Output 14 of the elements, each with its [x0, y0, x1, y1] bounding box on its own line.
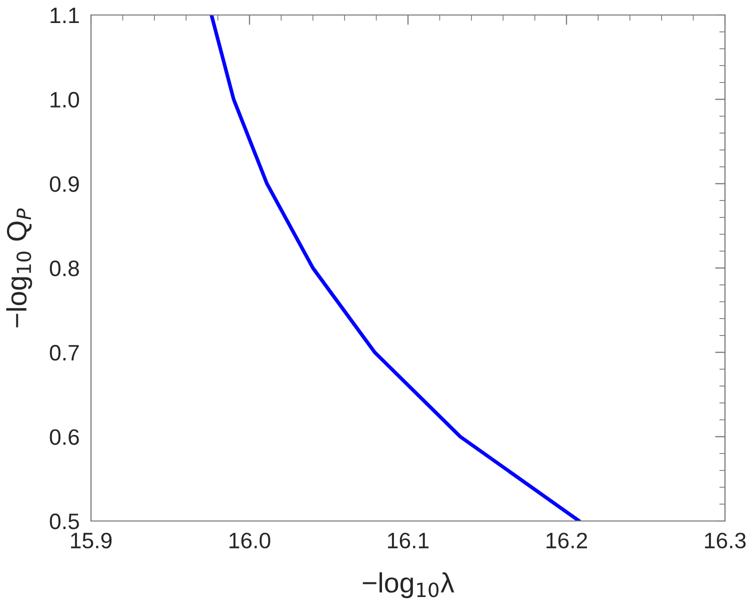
- x-axis-title: −log$_{10}$λ: [362, 572, 454, 598]
- x-tick-label: 16.3: [705, 532, 746, 548]
- y-tick-label: 0.9: [50, 176, 79, 192]
- x-tick-label: 16.0: [230, 532, 270, 548]
- y-tick-label: 1.0: [50, 92, 80, 108]
- y-tick-label: 0.8: [50, 260, 79, 276]
- x-tick-label: 15.9: [71, 532, 112, 548]
- y-axis-title: −log$_{10}$ Q$_{P}$: [6, 208, 32, 328]
- x-tick-label: 16.2: [546, 532, 588, 548]
- x-tick-label: 16.1: [388, 532, 429, 548]
- y-tick-label: 1.1: [50, 8, 79, 24]
- y-tick-label: 0.7: [50, 344, 79, 361]
- y-tick-label: 0.5: [50, 514, 79, 530]
- y-tick-label: 0.6: [50, 429, 79, 445]
